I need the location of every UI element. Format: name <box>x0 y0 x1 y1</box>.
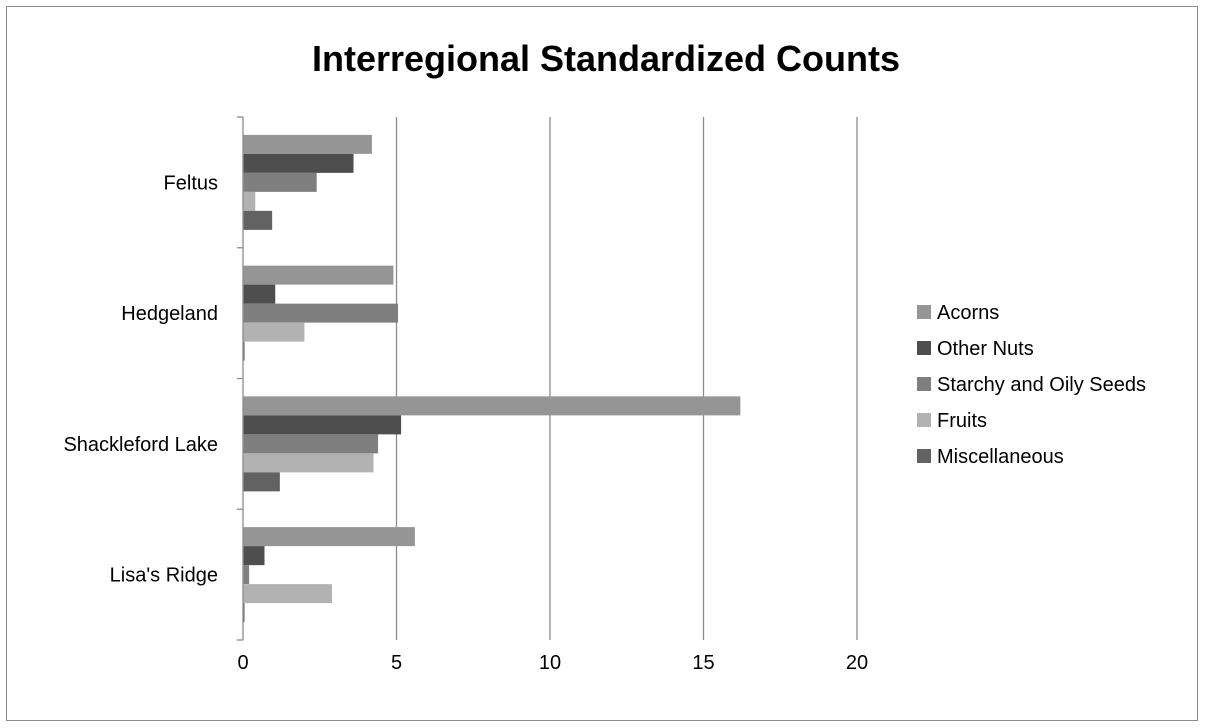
legend-label: Fruits <box>937 410 987 432</box>
bar <box>243 396 741 416</box>
x-tick-label: 10 <box>539 652 561 674</box>
x-tick-label: 5 <box>391 652 402 674</box>
bar <box>243 434 379 454</box>
legend-label: Other Nuts <box>937 338 1034 360</box>
bar <box>243 265 394 285</box>
bar <box>243 584 333 604</box>
bar <box>243 546 265 566</box>
legend-swatch <box>917 341 931 355</box>
bar <box>243 210 273 230</box>
legend-label: Acorns <box>937 302 999 324</box>
category-labels: Feltus Hedgeland Shackleford Lake Lisa's Ri… <box>63 172 218 586</box>
category-label: Hedgeland <box>121 303 218 325</box>
bar <box>243 134 372 154</box>
legend-swatch <box>917 413 931 427</box>
chart-title: Interregional Standardized Counts <box>311 38 901 79</box>
legend-swatch <box>917 305 931 319</box>
category-label: Feltus <box>164 172 218 194</box>
bar <box>243 472 280 492</box>
x-tick-label: 20 <box>846 652 868 674</box>
x-tick-label: 0 <box>237 652 248 674</box>
legend-label: Miscellaneous <box>937 446 1064 468</box>
legend: Acorns Other Nuts Starchy and Oily Seeds Fr… <box>917 302 1146 468</box>
category-label: Lisa's Ridge <box>110 565 218 587</box>
x-tick-label: 15 <box>692 652 714 674</box>
y-axis <box>237 116 244 641</box>
bar <box>243 341 245 361</box>
category-label: Shackleford Lake <box>63 434 218 456</box>
bar <box>243 565 250 585</box>
bar <box>243 453 374 473</box>
bar <box>243 191 256 211</box>
legend-swatch <box>917 449 931 463</box>
chart-area <box>6 6 1198 721</box>
legend-label: Starchy and Oily Seeds <box>937 374 1146 396</box>
bar <box>243 153 354 173</box>
bar <box>243 284 276 304</box>
bar <box>243 172 317 192</box>
bar <box>243 527 415 547</box>
gridlines <box>395 117 858 640</box>
bar <box>243 603 245 623</box>
bar <box>243 415 402 435</box>
bar <box>243 303 399 323</box>
bars <box>243 134 741 623</box>
x-tick-labels: 0 5 10 15 20 <box>237 652 868 674</box>
bar <box>243 322 305 342</box>
legend-swatch <box>917 377 931 391</box>
